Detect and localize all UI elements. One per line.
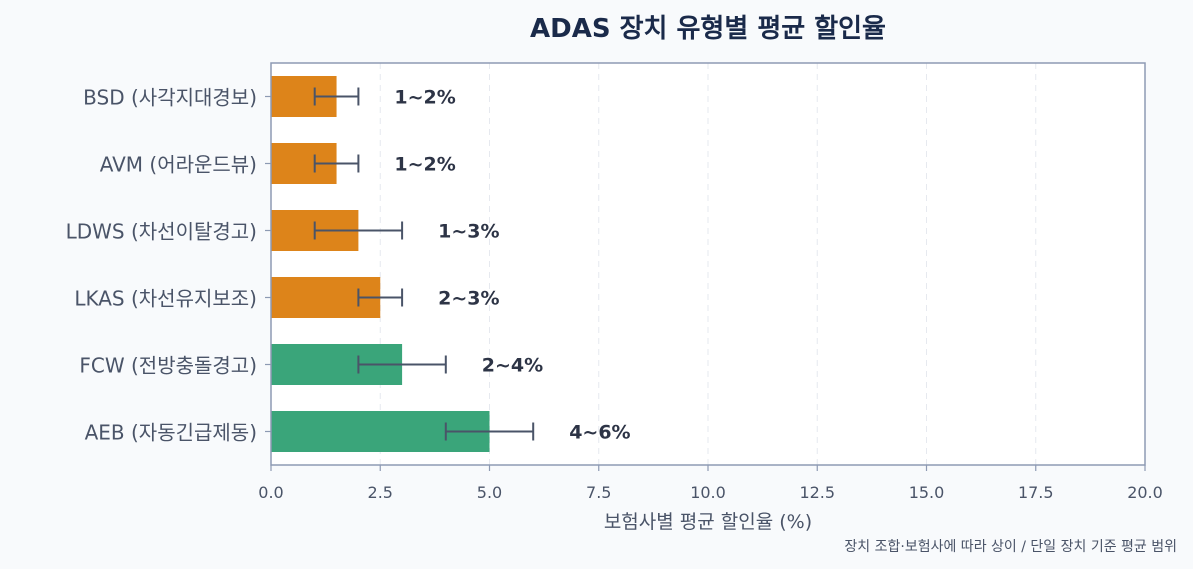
y-tick-label: BSD (사각지대경보) [83,86,257,110]
chart-title: ADAS 장치 유형별 평균 할인율 [530,14,886,44]
range-label: 4~6% [569,422,630,444]
x-tick-label: 2.5 [368,483,393,502]
error-bar [313,154,360,173]
grid-lines [379,63,1037,465]
y-tick-label: FCW (전방충돌경고) [79,354,257,378]
y-tick-label: LKAS (차선유지보조) [74,287,257,311]
y-tick-label: AEB (자동긴급제동) [85,421,257,445]
range-label: 1~3% [438,221,499,243]
range-labels: 1~2% 1~2% 1~3% 2~3% 2~4% 4~6% [394,87,630,444]
x-tick-label: 5.0 [477,483,502,502]
x-tick-label: 0.0 [258,483,283,502]
x-tick-label: 7.5 [586,483,611,502]
error-bars [313,87,535,441]
error-bar [357,355,447,374]
y-tick-label: AVM (어라운드뷰) [100,153,257,177]
range-label: 1~2% [394,87,455,109]
error-bar [313,221,404,240]
x-tick-label: 20.0 [1127,483,1163,502]
error-bar [444,422,535,441]
range-label: 2~3% [438,288,499,310]
chart-footnote: 장치 조합·보험사에 따라 상이 / 단일 장치 기준 평균 범위 [844,539,1177,555]
error-bar [313,87,360,106]
x-tick-label: 17.5 [1018,483,1054,502]
y-tick-label: LDWS (차선이탈경고) [66,220,257,244]
x-tick-label: 15.0 [909,483,945,502]
x-axis-ticks: 0.0 2.5 5.0 7.5 10.0 12.5 15.0 17.5 20.0 [258,465,1163,502]
x-tick-label: 12.5 [799,483,835,502]
error-bar [357,288,404,307]
x-axis-label: 보험사별 평균 할인율 (%) [604,511,812,533]
range-label: 2~4% [482,355,543,377]
range-label: 1~2% [394,154,455,176]
x-tick-label: 10.0 [690,483,726,502]
y-axis-ticks: BSD (사각지대경보) AVM (어라운드뷰) LDWS (차선이탈경고) LKAS… [66,86,271,445]
